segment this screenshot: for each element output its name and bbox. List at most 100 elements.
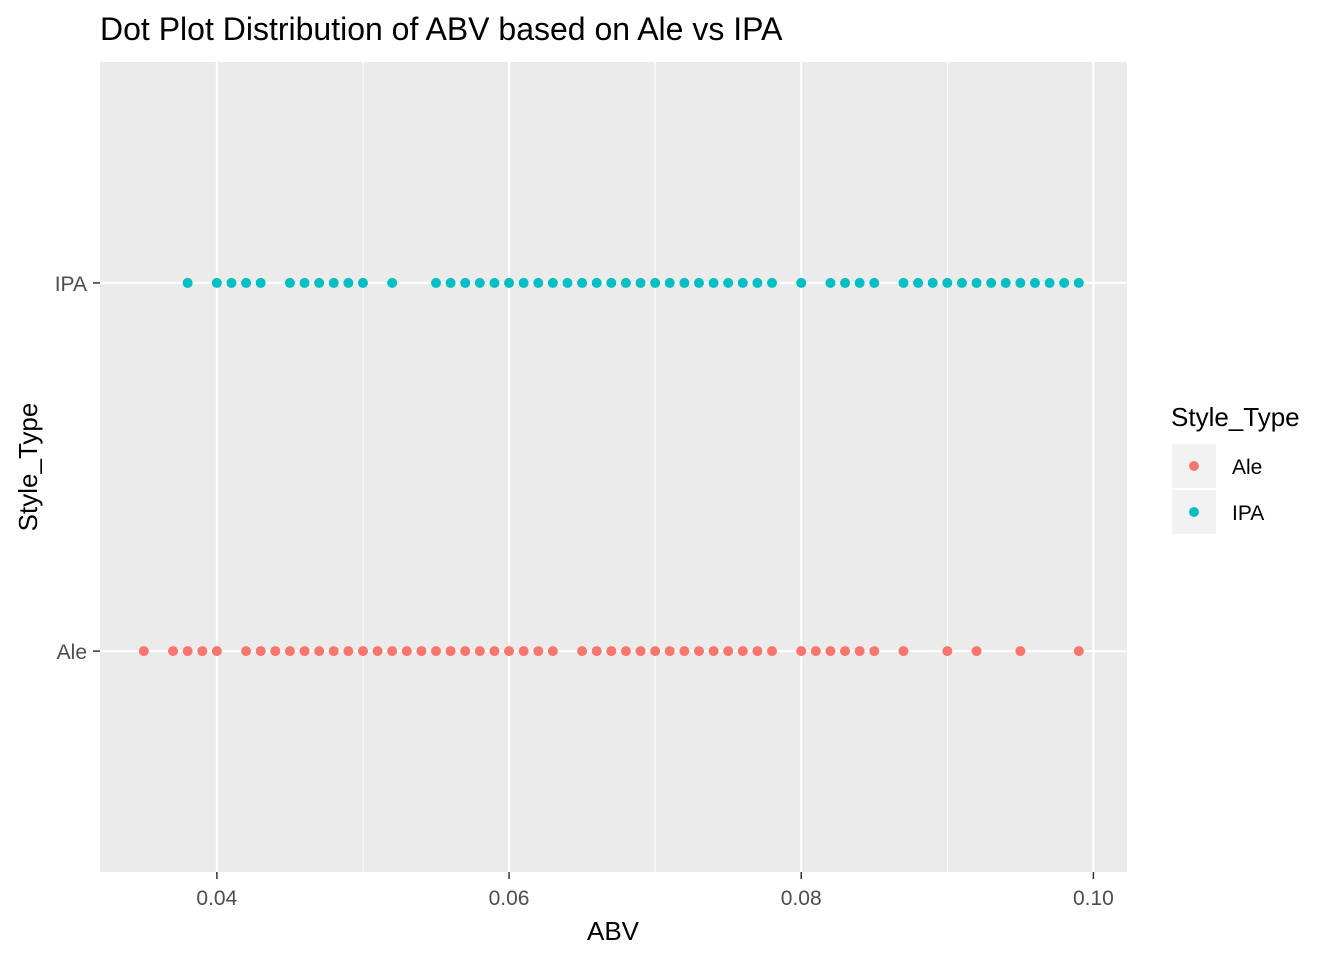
data-point-ipa: [299, 277, 310, 288]
data-point-ipa: [460, 277, 471, 288]
data-point-ipa: [635, 277, 646, 288]
data-point-ipa: [723, 277, 734, 288]
data-point-ale: [796, 646, 807, 657]
data-point-ale: [197, 646, 208, 657]
data-point-ipa: [971, 277, 982, 288]
data-point-ale: [708, 646, 719, 657]
data-point-ipa: [533, 277, 544, 288]
data-point-ipa: [182, 277, 193, 288]
data-point-ipa: [284, 277, 295, 288]
data-point-ipa: [606, 277, 617, 288]
data-point-ale: [942, 646, 953, 657]
data-point-ipa: [1029, 277, 1040, 288]
data-point-ipa: [942, 277, 953, 288]
legend-title: Style_Type: [1171, 402, 1300, 432]
data-point-ale: [1073, 646, 1084, 657]
legend-label-ipa: IPA: [1232, 502, 1264, 525]
data-point-ale: [474, 646, 485, 657]
data-point-ale: [737, 646, 748, 657]
data-point-ipa: [547, 277, 558, 288]
data-points: [138, 277, 1084, 657]
data-point-ipa: [679, 277, 690, 288]
data-point-ale: [577, 646, 588, 657]
data-point-ale: [504, 646, 515, 657]
data-point-ipa: [737, 277, 748, 288]
data-point-ipa: [431, 277, 442, 288]
data-point-ipa: [927, 277, 938, 288]
data-point-ipa: [956, 277, 967, 288]
x-tick-label: 0.10: [1073, 887, 1114, 910]
data-point-ale: [752, 646, 763, 657]
data-point-ipa: [650, 277, 661, 288]
data-point-ale: [591, 646, 602, 657]
legend-swatch-ipa: [1189, 507, 1199, 517]
data-point-ipa: [562, 277, 573, 288]
data-point-ale: [299, 646, 310, 657]
data-point-ale: [387, 646, 398, 657]
data-point-ale: [401, 646, 412, 657]
data-point-ale: [620, 646, 631, 657]
legend: Style_Type Ale IPA: [1171, 402, 1300, 534]
y-tick-label: IPA: [55, 273, 87, 296]
x-axis-title: ABV: [587, 916, 640, 946]
data-point-ale: [664, 646, 675, 657]
data-point-ipa: [489, 277, 500, 288]
data-point-ale: [869, 646, 880, 657]
data-point-ipa: [840, 277, 851, 288]
minor-gridlines: [362, 62, 948, 872]
data-point-ale: [489, 646, 500, 657]
y-axis-title: Style_Type: [13, 403, 43, 532]
data-point-ale: [431, 646, 442, 657]
data-point-ipa: [620, 277, 631, 288]
legend-swatch-ale: [1189, 461, 1199, 471]
data-point-ale: [810, 646, 821, 657]
data-point-ale: [314, 646, 325, 657]
data-point-ale: [445, 646, 456, 657]
data-point-ale: [460, 646, 471, 657]
legend-items: Ale IPA: [1172, 444, 1264, 534]
data-point-ale: [547, 646, 558, 657]
data-point-ipa: [241, 277, 252, 288]
data-point-ipa: [664, 277, 675, 288]
data-point-ipa: [1073, 277, 1084, 288]
data-point-ipa: [796, 277, 807, 288]
data-point-ale: [635, 646, 646, 657]
x-axis: 0.04 0.06 0.08 0.10: [196, 872, 1114, 910]
data-point-ipa: [693, 277, 704, 288]
data-point-ipa: [825, 277, 836, 288]
plot-panel: [100, 62, 1127, 872]
legend-label-ale: Ale: [1232, 456, 1262, 479]
data-point-ale: [533, 646, 544, 657]
data-point-ale: [679, 646, 690, 657]
data-point-ipa: [577, 277, 588, 288]
data-point-ale: [416, 646, 427, 657]
data-point-ipa: [445, 277, 456, 288]
data-point-ipa: [854, 277, 865, 288]
data-point-ale: [270, 646, 281, 657]
data-point-ipa: [869, 277, 880, 288]
x-tick-label: 0.04: [196, 887, 237, 910]
data-point-ale: [241, 646, 252, 657]
data-point-ipa: [387, 277, 398, 288]
data-point-ipa: [474, 277, 485, 288]
data-point-ipa: [255, 277, 266, 288]
data-point-ipa: [591, 277, 602, 288]
data-point-ipa: [211, 277, 222, 288]
data-point-ale: [767, 646, 778, 657]
data-point-ipa: [504, 277, 515, 288]
data-point-ale: [343, 646, 354, 657]
data-point-ipa: [898, 277, 909, 288]
data-point-ale: [898, 646, 909, 657]
data-point-ale: [168, 646, 179, 657]
data-point-ipa: [328, 277, 339, 288]
data-point-ale: [182, 646, 193, 657]
data-point-ale: [255, 646, 266, 657]
data-point-ipa: [767, 277, 778, 288]
data-point-ale: [606, 646, 617, 657]
data-point-ipa: [226, 277, 237, 288]
data-point-ale: [518, 646, 529, 657]
data-point-ale: [971, 646, 982, 657]
data-point-ipa: [357, 277, 368, 288]
x-tick-label: 0.06: [489, 887, 530, 910]
